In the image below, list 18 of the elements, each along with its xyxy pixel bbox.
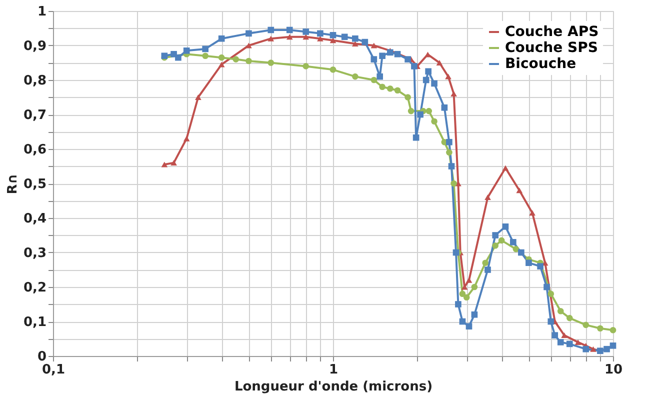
y-tick-label: 0 xyxy=(37,350,46,364)
y-tick-label: 1 xyxy=(37,4,46,20)
x-tick-label: 1 xyxy=(328,362,338,378)
y-tick-label: 0,6 xyxy=(23,142,46,158)
y-axis-title: R∩ xyxy=(5,174,20,194)
y-tick-label: 0,2 xyxy=(23,280,46,296)
y-tick-label: 0,1 xyxy=(23,315,46,330)
y-tick-label: 0,9 xyxy=(23,39,46,54)
y-tick-label: 0,4 xyxy=(23,212,46,226)
legend-label: Couche APS xyxy=(505,24,599,40)
y-tick-label: 0,7 xyxy=(23,108,46,123)
y-tick-label: 0,8 xyxy=(23,74,46,88)
legend-label: Bicouche xyxy=(505,56,576,72)
y-tick-label: 0,5 xyxy=(23,177,46,192)
y-tick-label: 0,3 xyxy=(23,246,46,261)
legend-label: Couche SPS xyxy=(505,40,598,56)
x-tick-label: 10 xyxy=(604,362,623,378)
x-axis-title: Longueur d'onde (microns) xyxy=(234,380,433,394)
